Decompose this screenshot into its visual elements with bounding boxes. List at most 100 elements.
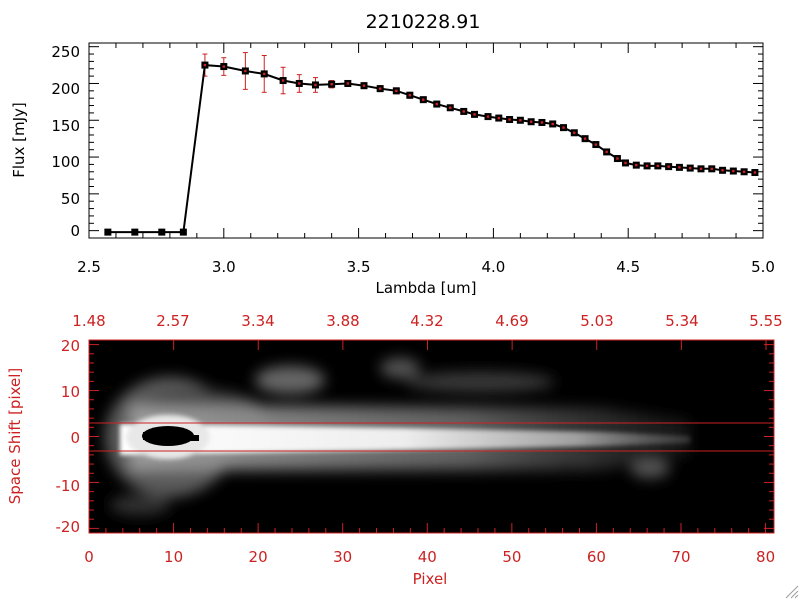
data-points: [104, 61, 759, 236]
data-point-center: [742, 170, 746, 173]
resize-grip-icon[interactable]: [785, 585, 799, 599]
data-point-center: [222, 65, 225, 68]
spatial-profile-plot: 1.48 2.57 3.34 3.88 4.32 4.69 5.03 5.34 …: [6, 312, 783, 588]
top-tick-label: 3.88: [326, 312, 359, 330]
data-point: [158, 228, 166, 236]
data-point-center: [551, 122, 554, 126]
data-point-center: [635, 163, 638, 167]
data-point-center: [435, 102, 438, 106]
x-tick-label: 50: [502, 548, 521, 566]
data-point-center: [732, 169, 735, 173]
data-point-center: [408, 94, 412, 97]
y-tick-label: 20: [61, 337, 80, 355]
x-tick-label: 60: [587, 548, 606, 566]
data-point-center: [314, 83, 317, 87]
data-point-center: [562, 126, 565, 129]
y-tick-label: 0: [70, 429, 80, 447]
x-tick-label: 0: [84, 548, 94, 566]
data-point-center: [473, 113, 476, 116]
data-point-center: [605, 150, 608, 154]
data-point-center: [656, 164, 660, 168]
y-tick-label: 250: [51, 43, 80, 61]
y-tick-label: 150: [51, 117, 80, 135]
data-point-center: [616, 157, 619, 160]
data-point-center: [330, 83, 333, 86]
x-tick-label: 3.5: [347, 258, 371, 276]
chart-title: 2210228.91: [366, 11, 481, 33]
data-point-center: [721, 169, 724, 172]
x-tick-label: 4.0: [481, 258, 505, 276]
x-tick-label: 80: [756, 548, 775, 566]
error-bars: [202, 52, 758, 176]
spectrum-y-tick-labels: 0 50 100 150 200 250: [51, 43, 80, 240]
data-point: [104, 228, 112, 236]
x-tick-label: 20: [249, 548, 268, 566]
top-tick-label: 4.69: [495, 312, 528, 330]
data-point-center: [281, 79, 285, 82]
data-point-center: [529, 120, 533, 123]
top-tick-label: 1.48: [72, 312, 105, 330]
y-tick-label: -20: [56, 518, 81, 536]
spectrum-axes-frame: [88, 42, 764, 239]
pixel-tick-labels: 0 10 20 30 40 50 60 70 80: [84, 548, 775, 566]
data-point-center: [486, 115, 490, 118]
data-point-center: [298, 82, 301, 85]
y-tick-label: 50: [61, 190, 80, 208]
data-point: [131, 228, 139, 236]
data-point-center: [449, 106, 452, 109]
data-point-center: [497, 116, 500, 120]
data-point-center: [645, 164, 649, 168]
data-point-center: [594, 143, 598, 146]
x-tick-label: 4.5: [616, 258, 640, 276]
y-tick-label: 100: [51, 153, 80, 171]
top-tick-label: 5.55: [749, 312, 782, 330]
x-axis-label: Lambda [um]: [376, 279, 477, 297]
top-tick-label: 5.34: [665, 312, 698, 330]
top-tick-label: 5.03: [580, 312, 613, 330]
data-point-center: [203, 63, 207, 67]
x-tick-label: 70: [671, 548, 690, 566]
data-point-center: [710, 167, 713, 171]
spectrum-image: [89, 340, 774, 533]
spectrum-line: [107, 64, 755, 234]
data-point-center: [462, 110, 465, 113]
x-tick-label: 3.0: [212, 258, 236, 276]
y-tick-label: 200: [51, 80, 80, 98]
data-point-center: [395, 89, 398, 93]
data-point-center: [624, 161, 627, 165]
space-shift-axis-label: Space Shift [pixel]: [6, 368, 24, 505]
data-point-center: [753, 171, 757, 174]
data-point-center: [540, 121, 544, 124]
data-point-center: [699, 167, 703, 171]
spectrum-x-tick-labels: 2.5 3.0 3.5 4.0 4.5 5.0: [77, 258, 775, 276]
data-point-center: [667, 165, 670, 168]
data-point-center: [378, 87, 382, 90]
top-tick-label: 2.57: [156, 312, 189, 330]
spectrum-ticks: [88, 43, 764, 238]
data-point-center: [678, 166, 681, 169]
data-point-center: [422, 98, 425, 101]
data-point: [179, 228, 187, 236]
space-shift-tick-labels: -20 -10 0 10 20: [56, 337, 81, 536]
x-tick-label: 10: [164, 548, 183, 566]
data-point-center: [362, 84, 366, 87]
top-tick-label: 3.34: [241, 312, 274, 330]
data-point-center: [244, 69, 247, 73]
data-point-center: [583, 137, 587, 140]
x-tick-label: 5.0: [751, 258, 775, 276]
data-point-center: [508, 118, 511, 121]
data-point-center: [519, 119, 522, 122]
pixel-axis-label: Pixel: [413, 570, 448, 588]
x-tick-label: 30: [333, 548, 352, 566]
saturated-core: [142, 426, 194, 446]
y-tick-label: 0: [70, 222, 80, 240]
data-point-center: [263, 72, 266, 76]
y-tick-label: 10: [61, 383, 80, 401]
data-point-center: [346, 82, 350, 85]
data-point-center: [573, 131, 576, 134]
spectrum-plot: 2210228.91 2.5 3.0 3.5 4.0 4.5 5.0 0 50 …: [10, 11, 775, 297]
data-point-center: [689, 166, 692, 170]
y-axis-label: Flux [mJy]: [10, 102, 28, 178]
x-tick-label: 40: [418, 548, 437, 566]
